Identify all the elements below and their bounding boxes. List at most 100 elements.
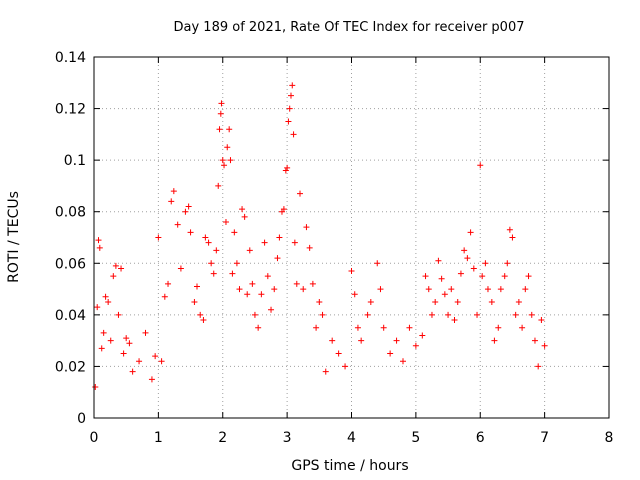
data-point: [215, 182, 222, 189]
data-point: [509, 234, 516, 241]
x-tick-label: 5: [411, 430, 420, 446]
x-tick-label: 4: [347, 430, 356, 446]
data-point: [249, 280, 256, 287]
data-point: [535, 363, 542, 370]
data-point: [303, 224, 310, 231]
data-point: [309, 280, 316, 287]
data-point: [291, 239, 298, 246]
data-point: [348, 268, 355, 275]
data-point: [319, 311, 326, 318]
data-point: [374, 260, 381, 267]
data-point: [464, 255, 471, 262]
data-point: [322, 368, 329, 375]
data-point: [451, 317, 458, 324]
axis-ticks: [93, 56, 610, 419]
data-point: [115, 311, 122, 318]
data-point: [120, 350, 127, 357]
data-point: [185, 203, 192, 210]
data-point: [152, 353, 159, 360]
data-point: [107, 337, 114, 344]
data-point: [425, 286, 432, 293]
data-point: [289, 82, 296, 89]
data-point: [491, 337, 498, 344]
data-point: [354, 324, 361, 331]
data-point: [170, 188, 177, 195]
data-point: [233, 260, 240, 267]
data-point: [461, 247, 468, 254]
data-point: [435, 257, 442, 264]
data-point: [300, 286, 307, 293]
data-point: [377, 286, 384, 293]
data-point: [94, 304, 101, 311]
data-point: [504, 260, 511, 267]
data-point: [525, 273, 532, 280]
chart-title: Day 189 of 2021, Rate Of TEC Index for r…: [174, 20, 525, 35]
x-tick-label: 1: [154, 430, 163, 446]
data-point: [351, 291, 358, 298]
data-point: [227, 157, 234, 164]
data-point: [95, 237, 102, 244]
data-point: [287, 92, 294, 99]
data-point: [495, 324, 502, 331]
data-point: [364, 311, 371, 318]
x-tick-label: 7: [540, 430, 549, 446]
data-point: [229, 270, 236, 277]
x-axis-label: GPS time / hours: [291, 458, 408, 474]
data-point: [177, 265, 184, 272]
y-axis-label: ROTI / TECUs: [6, 191, 22, 283]
x-tick-label: 0: [90, 430, 99, 446]
data-point: [210, 270, 217, 277]
data-point: [454, 298, 461, 305]
data-point: [264, 273, 271, 280]
x-tick-label: 6: [476, 430, 485, 446]
y-tick-label: 0.12: [55, 102, 86, 118]
data-point: [406, 324, 413, 331]
data-point: [129, 368, 136, 375]
data-point: [271, 286, 278, 293]
data-point: [280, 206, 287, 213]
data-points: [92, 82, 548, 391]
data-point: [316, 298, 323, 305]
grid-lines: [94, 57, 609, 418]
y-tick-label: 0.08: [55, 205, 86, 221]
data-point: [202, 234, 209, 241]
data-point: [358, 337, 365, 344]
data-point: [92, 384, 99, 391]
data-point: [519, 324, 526, 331]
data-point: [158, 358, 165, 365]
data-point: [488, 298, 495, 305]
data-point: [182, 208, 189, 215]
data-point: [412, 342, 419, 349]
data-point: [531, 337, 538, 344]
data-point: [161, 293, 168, 300]
data-point: [441, 291, 448, 298]
data-point: [286, 105, 293, 112]
data-point: [445, 311, 452, 318]
data-point: [432, 298, 439, 305]
data-point: [213, 247, 220, 254]
data-point: [282, 167, 289, 174]
data-point: [112, 262, 119, 269]
data-point: [168, 198, 175, 205]
data-point: [313, 324, 320, 331]
y-tick-label: 0: [77, 411, 86, 427]
y-tick-labels: 0 0.02 0.04 0.06 0.08 0.1 0.12 0.14: [55, 50, 86, 427]
data-point: [148, 376, 155, 383]
data-point: [448, 286, 455, 293]
data-point: [251, 311, 258, 318]
x-tick-labels: 0 1 2 3 4 5 6 7 8: [90, 430, 614, 446]
data-point: [342, 363, 349, 370]
data-point: [261, 239, 268, 246]
data-point: [522, 286, 529, 293]
data-point: [96, 244, 103, 251]
data-point: [142, 329, 149, 336]
data-point: [239, 206, 246, 213]
data-point: [497, 286, 504, 293]
data-point: [222, 219, 229, 226]
data-point: [290, 131, 297, 138]
x-tick-label: 2: [218, 430, 227, 446]
data-point: [367, 298, 374, 305]
data-point: [484, 286, 491, 293]
data-point: [174, 221, 181, 228]
data-point: [422, 273, 429, 280]
